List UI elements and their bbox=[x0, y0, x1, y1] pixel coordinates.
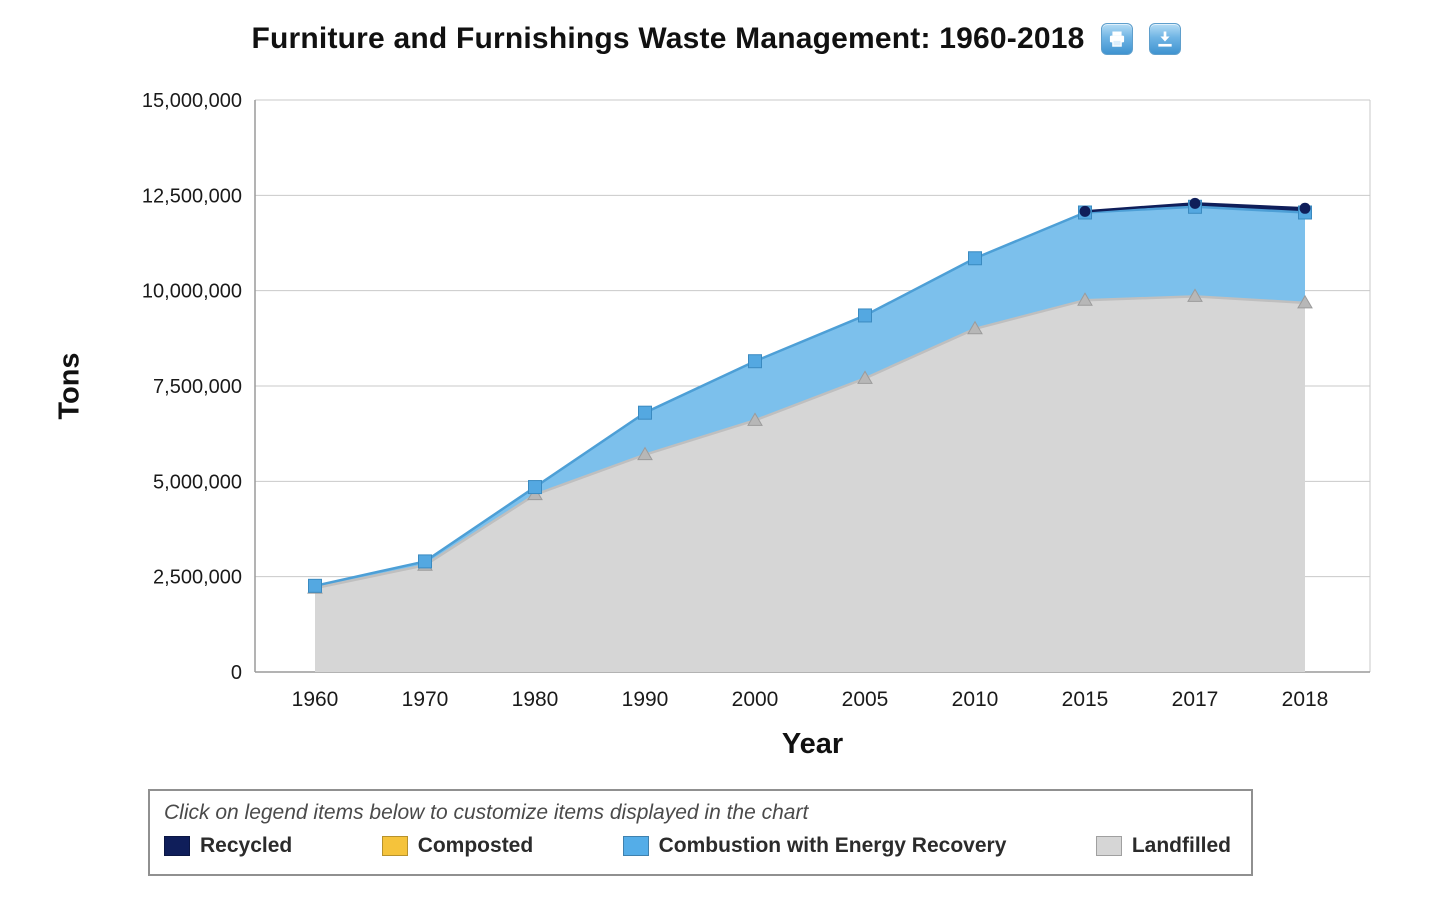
print-button[interactable] bbox=[1100, 23, 1133, 55]
legend-item-combustion[interactable]: Combustion with Energy Recovery bbox=[622, 834, 1007, 858]
x-axis-label: Year bbox=[781, 728, 844, 760]
svg-text:1980: 1980 bbox=[512, 688, 559, 711]
combustion-swatch-icon bbox=[622, 836, 649, 856]
print-icon bbox=[1107, 29, 1127, 49]
svg-text:2005: 2005 bbox=[842, 688, 889, 711]
legend-item-recycled[interactable]: Recycled bbox=[164, 834, 292, 858]
svg-text:15,000,000: 15,000,000 bbox=[142, 90, 242, 112]
y-axis-label: Tons bbox=[53, 352, 86, 420]
download-icon bbox=[1155, 29, 1175, 49]
svg-text:1970: 1970 bbox=[402, 688, 449, 711]
legend-label-landfilled: Landfilled bbox=[1131, 834, 1231, 857]
svg-text:5,000,000: 5,000,000 bbox=[153, 471, 242, 493]
chart-header: Furniture and Furnishings Waste Manageme… bbox=[0, 22, 1432, 56]
legend-hint: Click on legend items below to customize… bbox=[164, 801, 809, 824]
legend-box: Click on legend items below to customize… bbox=[148, 789, 1253, 876]
composted-swatch-icon bbox=[381, 836, 408, 856]
svg-text:7,500,000: 7,500,000 bbox=[153, 376, 242, 398]
landfilled-swatch-icon bbox=[1095, 836, 1122, 856]
svg-text:2015: 2015 bbox=[1062, 688, 1109, 711]
legend-items: Recycled Composted Combustion with Energ… bbox=[164, 834, 1237, 858]
svg-text:2,500,000: 2,500,000 bbox=[153, 567, 242, 589]
recycled-swatch-icon bbox=[164, 836, 190, 856]
legend-label-combustion: Combustion with Energy Recovery bbox=[658, 834, 1007, 857]
svg-text:2018: 2018 bbox=[1282, 688, 1329, 711]
legend-label-recycled: Recycled bbox=[200, 834, 293, 857]
svg-text:2000: 2000 bbox=[732, 688, 779, 711]
legend-item-landfilled[interactable]: Landfilled bbox=[1095, 834, 1231, 858]
waste-stacked-area-chart: 0 2,500,000 5,000,000 7,500,000 10,000,000 12… bbox=[142, 90, 1371, 711]
legend-label-composted: Composted bbox=[417, 834, 534, 857]
svg-text:12,500,000: 12,500,000 bbox=[142, 185, 242, 207]
svg-text:0: 0 bbox=[231, 662, 242, 684]
download-button[interactable] bbox=[1148, 23, 1181, 55]
svg-text:2017: 2017 bbox=[1172, 688, 1219, 711]
svg-text:1960: 1960 bbox=[292, 688, 339, 711]
legend-item-composted[interactable]: Composted bbox=[381, 834, 534, 858]
svg-text:1990: 1990 bbox=[622, 688, 669, 711]
svg-text:10,000,000: 10,000,000 bbox=[142, 281, 242, 303]
svg-text:2010: 2010 bbox=[952, 688, 999, 711]
page-title: Furniture and Furnishings Waste Manageme… bbox=[251, 22, 1085, 55]
